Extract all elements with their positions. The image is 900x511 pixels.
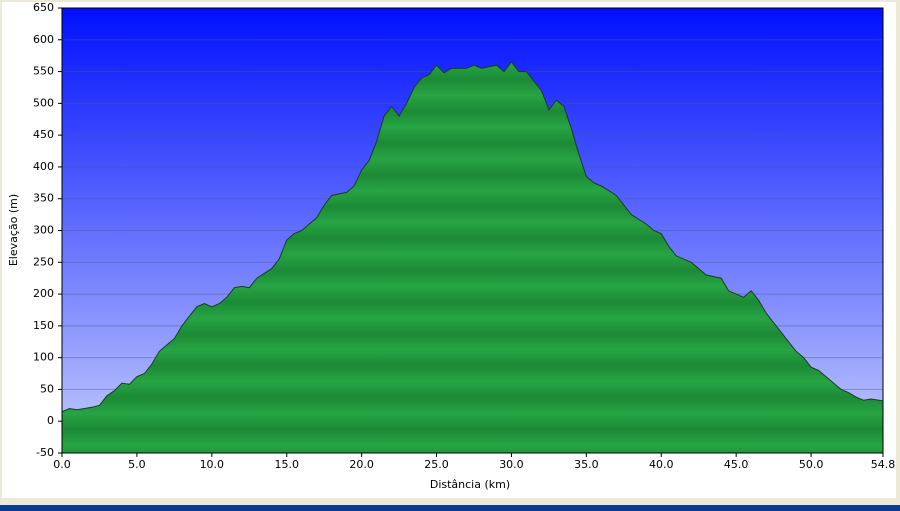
x-tick-label: 35.0 [574,458,599,471]
elevation-area [62,62,883,453]
y-tick-label: 400 [33,160,54,173]
x-tick-label: 30.0 [499,458,524,471]
y-tick-label: 650 [33,1,54,14]
x-tick-label: 40.0 [649,458,674,471]
elevation-line [61,61,884,413]
y-tick-label: 100 [33,351,54,364]
x-tick-label: 50.0 [799,458,824,471]
y-tick-label: 150 [33,319,54,332]
x-axis-title: Distância (km) [430,478,510,491]
x-tick-label: 20.0 [349,458,374,471]
y-tick-label: 350 [33,192,54,205]
x-tick-label: 15.0 [274,458,299,471]
y-axis-title: Elevação (m) [7,194,20,266]
x-tick-label: 45.0 [724,458,749,471]
window-border [0,505,900,511]
y-tick-label: 600 [33,33,54,46]
x-tick-label: 0.0 [53,458,71,471]
y-tick-label: 50 [40,382,54,395]
y-tick-label: 200 [33,287,54,300]
plot-frame [61,7,884,454]
y-tick-label: 0 [47,414,54,427]
y-tick-label: 300 [33,224,54,237]
y-tick-label: 500 [33,96,54,109]
y-tick-label: -50 [36,446,54,459]
x-tick-label: 10.0 [200,458,225,471]
x-tick-label: 5.0 [128,458,146,471]
x-tick-label: 25.0 [424,458,449,471]
y-tick-label: 250 [33,255,54,268]
y-tick-label: 450 [33,128,54,141]
x-tick-label: 54.8 [871,458,896,471]
y-tick-label: 550 [33,65,54,78]
